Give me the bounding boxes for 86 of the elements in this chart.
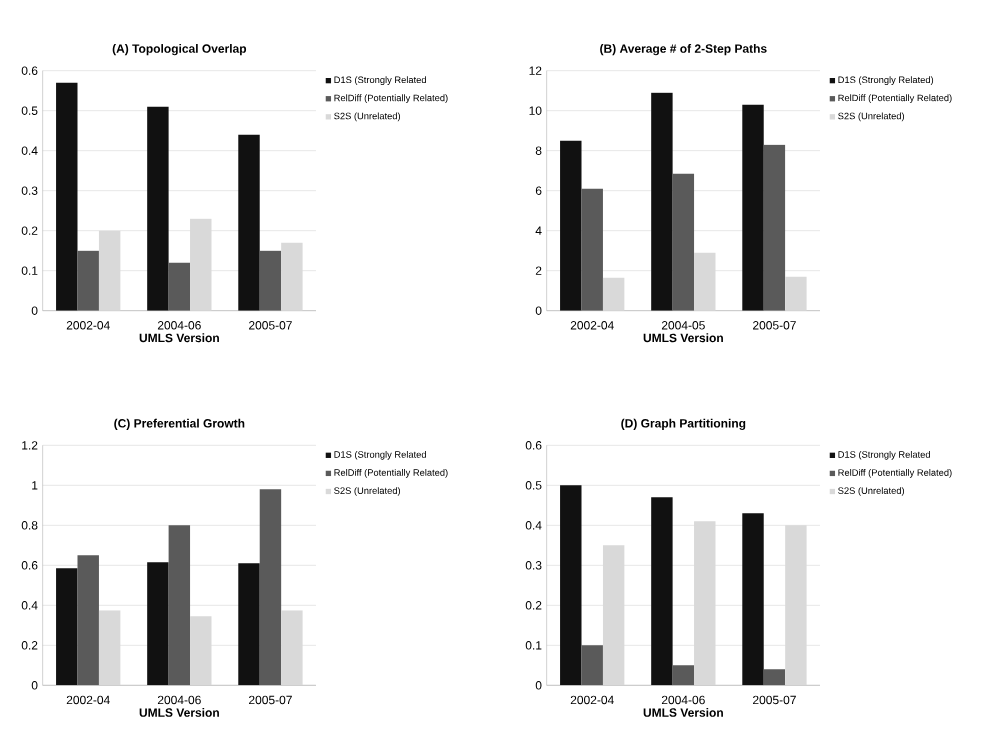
bar [147,106,169,311]
bar [581,645,603,686]
legend-label: S2S (Unrelated) [838,112,905,121]
y-tick-label: 6 [535,186,542,195]
y-tick-label: 0.4 [525,520,542,530]
x-tick-label: 2002-04 [570,320,614,330]
legend-label: D1S (Strongly Related [838,450,930,460]
y-tick-label: 0 [535,306,542,315]
legend-label: D1S (Strongly Related [334,450,426,460]
x-tick-label: 2005-07 [249,320,292,330]
y-tick-label: 0.2 [21,640,38,650]
x-tick-label: 2005-07 [753,320,796,330]
bar [168,525,191,686]
y-tick-label: 0.3 [21,186,38,195]
y-tick-label: 0.4 [21,600,38,610]
y-tick-label: 0.1 [21,266,38,275]
bar [742,513,764,686]
chart-title: (B) Average # of 2-Step Paths [600,43,767,56]
bar [168,262,191,311]
y-tick-label: 0.6 [21,66,38,75]
bar [672,665,695,686]
chart-title: (D) Graph Partitioning [621,418,746,430]
x-tick-label: 2002-04 [66,320,110,330]
bar [560,140,582,311]
y-tick-label: 0.5 [21,106,38,115]
bar [651,92,673,311]
bar [259,489,282,686]
legend-label: S2S (Unrelated) [334,112,401,121]
chart-title: (A) Topological Overlap [112,43,247,56]
y-tick-label: 1 [32,481,38,490]
y-tick-label: 0.4 [21,146,38,155]
y-tick-label: 8 [535,146,542,155]
bar [259,250,282,311]
bar [602,277,625,311]
legend-label: S2S (Unrelated) [838,486,905,496]
x-axis-title: UMLS Version [139,333,219,343]
bar [672,173,695,311]
y-tick-label: 4 [535,226,542,235]
chart-title: (C) Preferential Growth [114,418,245,430]
y-tick-label: 0.3 [525,560,542,570]
x-tick-label: 2004-06 [157,695,201,705]
x-tick-label: 2005-07 [753,695,796,705]
bar [785,276,807,311]
y-tick-label: 0.6 [525,440,542,450]
y-tick-label: 10 [529,106,542,115]
x-tick-label: 2002-04 [66,695,110,705]
x-tick-label: 2004-06 [157,320,201,330]
legend-label: S2S (Unrelated) [334,486,401,496]
bar [560,485,582,686]
x-tick-label: 2004-05 [661,320,705,330]
bar [238,563,260,686]
bar [77,250,99,311]
bar [651,497,673,686]
legend-label: RelDiff (Potentially Related) [838,468,952,478]
bar [742,104,764,311]
bar [238,134,260,311]
x-axis-title: UMLS Version [139,707,219,717]
y-tick-label: 1.2 [22,440,38,450]
y-tick-label: 12 [529,66,542,75]
bar [581,188,603,311]
y-tick-label: 0.2 [21,226,38,235]
bar [56,568,78,686]
x-tick-label: 2005-07 [249,695,292,705]
y-tick-label: 0.5 [525,480,542,490]
legend-label: RelDiff (Potentially Related) [334,468,448,478]
y-tick-label: 0 [31,306,38,315]
bar [147,562,169,686]
y-tick-label: 0.8 [21,520,38,530]
x-tick-label: 2002-04 [570,695,614,705]
y-tick-label: 0 [535,680,542,690]
y-tick-label: 2 [535,266,542,275]
y-tick-label: 0 [31,680,38,690]
legend-label: D1S (Strongly Related [334,76,426,85]
bar [763,669,786,686]
bar [56,82,78,311]
bar [77,555,99,686]
y-tick-label: 0.6 [21,560,38,570]
x-axis-title: UMLS Version [643,707,723,717]
x-axis-title: UMLS Version [643,333,723,343]
legend-label: RelDiff (Potentially Related) [334,94,448,103]
legend-label: RelDiff (Potentially Related) [838,94,952,103]
x-tick-label: 2004-06 [661,695,705,705]
legend-label: D1S (Strongly Related) [838,76,934,85]
y-tick-label: 0.2 [525,600,542,610]
bar [763,144,786,311]
y-tick-label: 0.1 [525,640,542,650]
